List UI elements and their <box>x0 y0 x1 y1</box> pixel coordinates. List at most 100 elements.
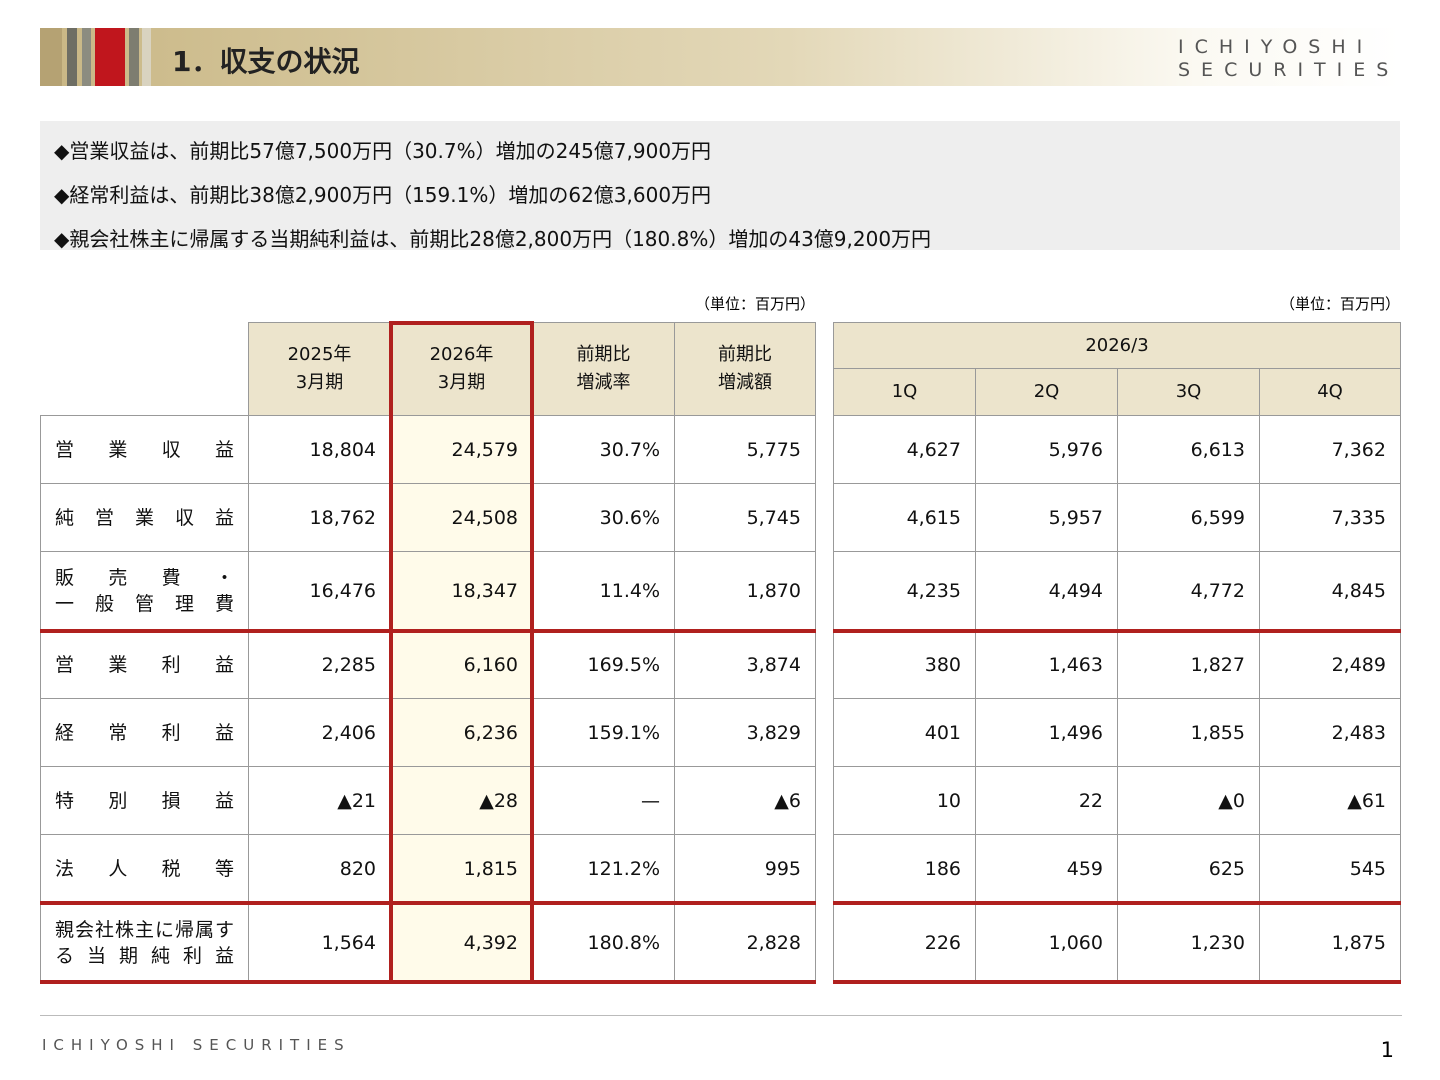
value-cell: 380 <box>833 630 976 699</box>
value-cell: 4,235 <box>833 551 976 631</box>
header-line: 増減額 <box>718 372 772 393</box>
value: 7,362 <box>1331 438 1386 461</box>
header-line: 3月期 <box>437 372 486 393</box>
logo-line: SECURITIES <box>1178 59 1400 81</box>
row-label: 法人税等 <box>40 834 249 903</box>
stripe <box>67 28 77 86</box>
label-line: 営業利益 <box>55 653 234 676</box>
red-rule <box>40 629 816 633</box>
value-cell: 159.1% <box>532 698 675 767</box>
value: 5,745 <box>746 506 801 529</box>
logo: ICHIYOSHI SECURITIES <box>1178 36 1399 82</box>
value-cell: 30.6% <box>532 483 675 552</box>
value: 1,827 <box>1190 653 1245 676</box>
value: 459 <box>1066 857 1103 880</box>
value: 625 <box>1208 857 1245 880</box>
stripe <box>129 28 139 86</box>
value: 7,335 <box>1331 506 1386 529</box>
footer-rule <box>40 1015 1402 1016</box>
header-line: 2Q <box>1033 381 1060 402</box>
column-header: 4Q <box>1259 368 1401 416</box>
label-line: 一般管理費 <box>55 593 234 615</box>
value: 6,613 <box>1190 438 1245 461</box>
value-cell: 4,627 <box>833 415 976 484</box>
value: 121.2% <box>587 857 660 880</box>
summary-box: ◆営業収益は、前期比57億7,500万円（30.7%）増加の245億7,900万… <box>40 121 1400 251</box>
value: 820 <box>339 857 376 880</box>
header-line: 4Q <box>1317 381 1343 402</box>
red-rule <box>833 980 1401 984</box>
column-header: 2025年 3月期 <box>248 322 391 416</box>
value-cell: 5,957 <box>975 483 1118 552</box>
row-label: 販売費・ 一般管理費 <box>40 551 249 631</box>
summary-line: ◆経常利益は、前期比38億2,900万円（159.1%）増加の62億3,600万… <box>54 183 712 207</box>
value-cell: ▲0 <box>1117 766 1260 835</box>
value: 6,160 <box>463 653 518 676</box>
label-line: 経常利益 <box>55 721 234 744</box>
label-line: 法人税等 <box>55 857 234 880</box>
header-line: 3Q <box>1175 381 1202 402</box>
value-cell: 3,829 <box>674 698 816 767</box>
value-cell: ▲61 <box>1259 766 1401 835</box>
value-cell: 5,976 <box>975 415 1118 484</box>
value: 545 <box>1349 857 1386 880</box>
value-cell: 1,496 <box>975 698 1118 767</box>
header-bar <box>40 28 1400 86</box>
value: 1,496 <box>1048 721 1103 744</box>
value-cell: 1,463 <box>975 630 1118 699</box>
value: 5,957 <box>1048 506 1103 529</box>
value: 226 <box>924 931 961 954</box>
value: 4,615 <box>906 506 961 529</box>
header-line: 2026年 <box>429 344 494 365</box>
red-rule <box>833 901 1401 905</box>
logo-line: ICHIYOSHI <box>1178 36 1374 58</box>
value-cell: 180.8% <box>532 902 675 983</box>
value-cell: 6,613 <box>1117 415 1260 484</box>
value: 4,627 <box>906 438 961 461</box>
red-rule <box>833 629 1401 633</box>
row-label: 営業収益 <box>40 415 249 484</box>
stripe <box>82 28 91 86</box>
value: 18,762 <box>309 506 376 529</box>
red-rule <box>40 901 816 905</box>
value-cell: 226 <box>833 902 976 983</box>
value: 30.7% <box>599 438 660 461</box>
header-line: 前期比 <box>718 344 772 365</box>
value: 24,579 <box>451 438 518 461</box>
value-cell: 18,762 <box>248 483 391 552</box>
value-cell: — <box>532 766 675 835</box>
summary-line: ◆親会社株主に帰属する当期純利益は、前期比28億2,800万円（180.8%）増… <box>54 227 932 251</box>
value-cell: 2,828 <box>674 902 816 983</box>
value: 30.6% <box>599 506 660 529</box>
value-cell: 30.7% <box>532 415 675 484</box>
value-cell: 1,060 <box>975 902 1118 983</box>
value-cell: 401 <box>833 698 976 767</box>
value-cell: 2,483 <box>1259 698 1401 767</box>
stripe <box>40 28 62 86</box>
row-label: 経常利益 <box>40 698 249 767</box>
value-cell: 4,772 <box>1117 551 1260 631</box>
value: 5,976 <box>1048 438 1103 461</box>
value: 159.1% <box>587 721 660 744</box>
value: 1,815 <box>463 857 518 880</box>
value: 995 <box>764 857 801 880</box>
value: 6,236 <box>463 721 518 744</box>
value: 4,772 <box>1190 580 1245 602</box>
period-header: 2026/3 <box>833 322 1401 369</box>
value-cell: 4,615 <box>833 483 976 552</box>
value-cell: 10 <box>833 766 976 835</box>
value-cell: 7,362 <box>1259 415 1401 484</box>
label-line: 親会社株主に帰属す <box>55 918 234 941</box>
value: ▲0 <box>1218 789 1245 812</box>
value: 10 <box>936 789 961 812</box>
value-cell: 4,494 <box>975 551 1118 631</box>
value: 186 <box>924 857 961 880</box>
value: 22 <box>1078 789 1103 812</box>
value-cell: ▲28 <box>390 766 533 835</box>
stripe <box>142 28 151 86</box>
value-cell: 16,476 <box>248 551 391 631</box>
value: 2,483 <box>1331 721 1386 744</box>
value: 1,230 <box>1190 931 1245 954</box>
value: 4,494 <box>1048 580 1103 602</box>
